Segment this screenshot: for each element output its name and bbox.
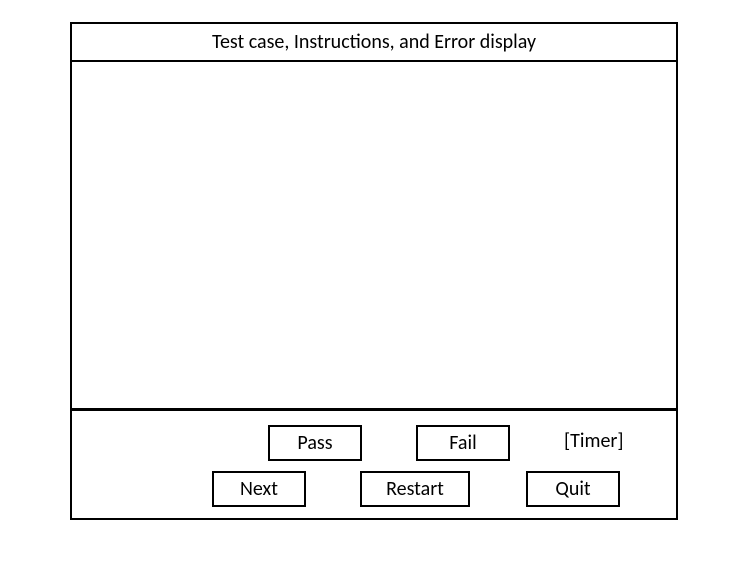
header-bar: Test case, Instructions, and Error displ…: [72, 24, 676, 62]
next-button[interactable]: Next: [212, 471, 306, 507]
header-title: Test case, Instructions, and Error displ…: [212, 30, 536, 54]
fail-button-label: Fail: [449, 431, 476, 455]
pass-button-label: Pass: [297, 431, 332, 455]
restart-button-label: Restart: [386, 477, 444, 501]
quit-button[interactable]: Quit: [526, 471, 620, 507]
timer-label: [Timer]: [564, 429, 624, 453]
quit-button-label: Quit: [555, 477, 590, 501]
footer-bar: Pass Fail [Timer] Next Restart Quit: [72, 408, 676, 518]
next-button-label: Next: [240, 477, 278, 501]
restart-button[interactable]: Restart: [360, 471, 470, 507]
app-frame: Test case, Instructions, and Error displ…: [70, 22, 678, 520]
content-area: [72, 62, 676, 408]
pass-button[interactable]: Pass: [268, 425, 362, 461]
fail-button[interactable]: Fail: [416, 425, 510, 461]
